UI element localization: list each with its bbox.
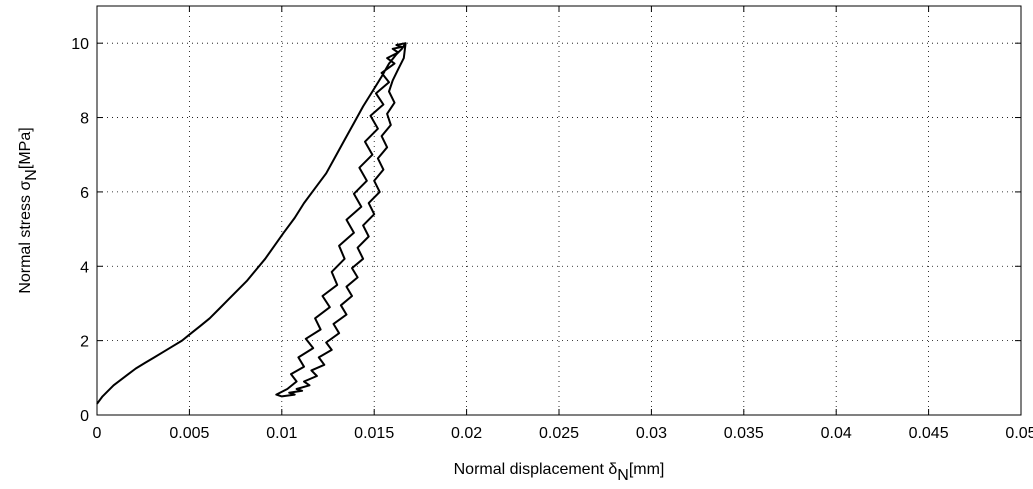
x-tick-label: 0.015 <box>354 425 394 442</box>
y-tick-label: 8 <box>80 111 89 128</box>
x-axis-label-main: Normal displacement δ <box>454 461 618 478</box>
stress-displacement-line <box>96 42 407 405</box>
x-tick-label: 0.045 <box>909 425 949 442</box>
y-tick-label: 0 <box>80 408 89 425</box>
x-tick-label: 0.005 <box>169 425 209 442</box>
x-axis-label-unit: [mm] <box>629 461 665 478</box>
x-tick-label: 0.05 <box>1005 425 1033 442</box>
x-tick-label: 0.04 <box>821 425 852 442</box>
x-tick-label: 0.035 <box>724 425 764 442</box>
x-axis-label-subscript: N <box>617 467 629 484</box>
y-tick-label: 4 <box>80 259 89 276</box>
x-tick-label: 0 <box>93 425 102 442</box>
y-tick-label: 10 <box>71 36 89 53</box>
y-axis-label-main: Normal stress σ <box>17 181 34 294</box>
grid-lines <box>97 6 1021 415</box>
y-axis-label-unit: [MPa] <box>17 127 34 169</box>
data-series-group <box>96 42 407 405</box>
y-axis-label: Normal stress σN[MPa] <box>17 127 40 293</box>
plot-area-frame <box>96 5 1022 416</box>
y-axis-label-subscript: N <box>23 169 40 181</box>
x-axis-label: Normal displacement δN[mm] <box>454 461 665 484</box>
y-tick-label: 6 <box>80 185 89 202</box>
x-tick-label: 0.02 <box>451 425 482 442</box>
y-tick-label: 2 <box>80 334 89 351</box>
x-tick-label: 0.025 <box>539 425 579 442</box>
x-tick-label: 0.03 <box>636 425 667 442</box>
axis-ticks: 0 0.005 0.01 0.015 0.02 0.025 0.03 0.035 0.04 0.0… <box>71 6 1033 442</box>
x-tick-label: 0.01 <box>266 425 297 442</box>
